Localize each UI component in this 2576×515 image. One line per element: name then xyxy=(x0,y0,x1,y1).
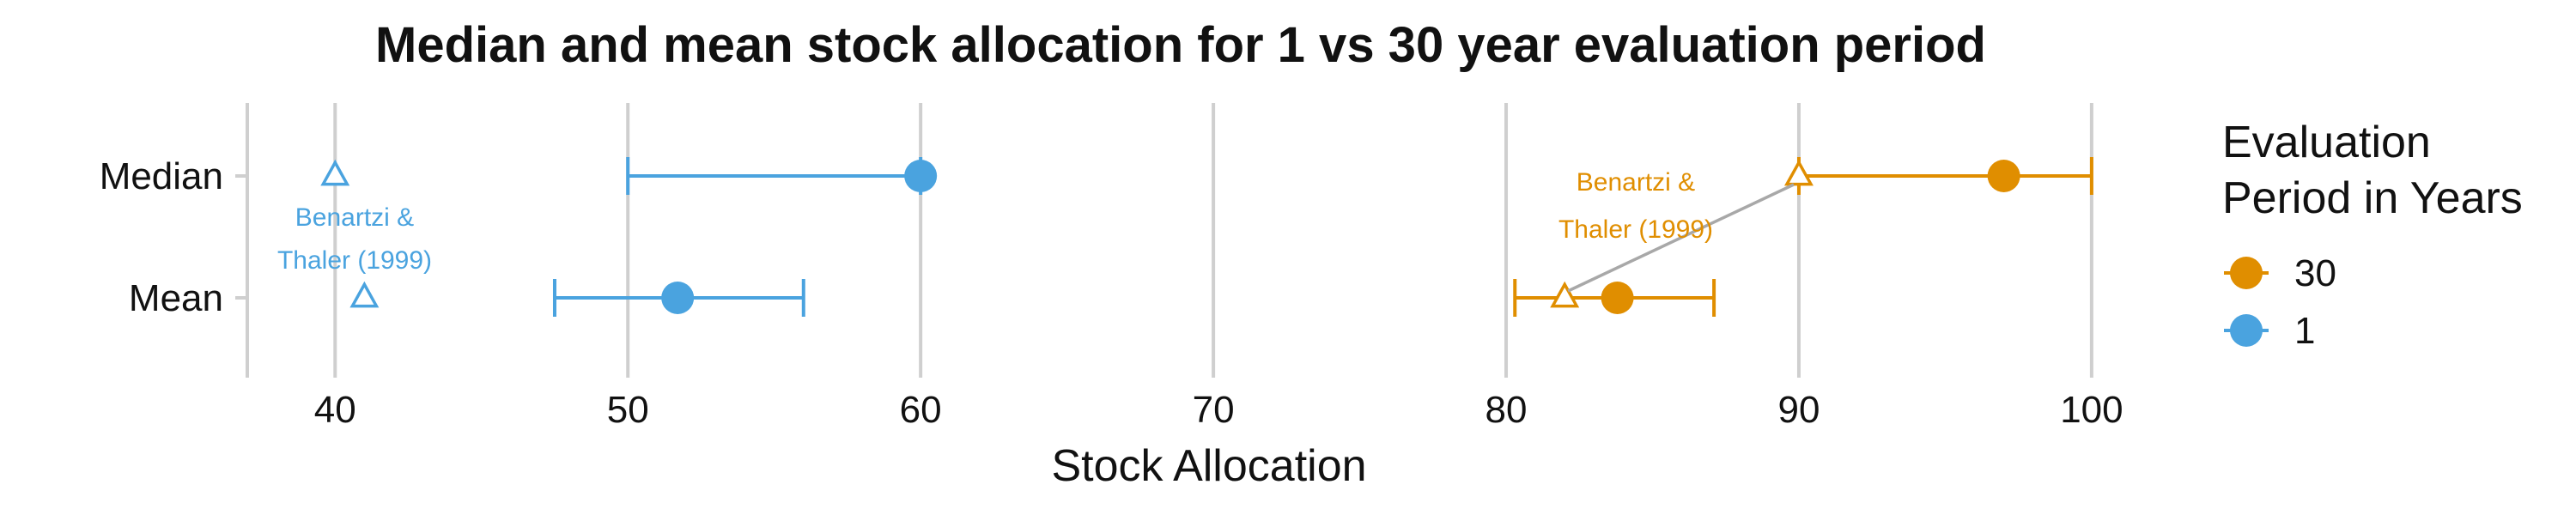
annotation-1-line2: Thaler (1999) xyxy=(277,246,432,275)
legend-title-line2: Period in Years xyxy=(2222,173,2523,223)
series-30-mean-reference-triangle xyxy=(1550,281,1580,308)
series-1-median-reference-triangle xyxy=(320,159,350,186)
series-1-mean-point xyxy=(661,282,695,314)
chart-title: Median and mean stock allocation for 1 v… xyxy=(375,17,1986,73)
series-1-mean-reference-triangle xyxy=(349,281,380,308)
legend: Evaluation Period in Years 301 xyxy=(2222,118,2523,352)
annotation-30-leader-line xyxy=(1567,183,1795,293)
legend-key-dot-1 xyxy=(2230,314,2263,347)
legend-items: 301 xyxy=(2224,252,2336,352)
y-tick-label-mean: Mean xyxy=(129,277,223,319)
legend-title-line1: Evaluation xyxy=(2222,118,2431,167)
x-axis-title: Stock Allocation xyxy=(1051,441,1366,491)
series-1-median-point xyxy=(904,160,938,192)
x-tick-label-60: 60 xyxy=(900,389,942,431)
x-tick-label-90: 90 xyxy=(1777,389,1820,431)
x-tick-label-40: 40 xyxy=(314,389,356,431)
legend-key-dot-30 xyxy=(2230,257,2263,289)
x-tick-label-80: 80 xyxy=(1485,389,1528,431)
annotation-30-line2: Thaler (1999) xyxy=(1558,215,1713,244)
series-30-median-reference-triangle xyxy=(1783,159,1814,186)
grid-layer xyxy=(333,103,2093,378)
x-axis: 40 50 60 70 80 90 100 xyxy=(314,389,2123,431)
annotation-30-line1: Benartzi & xyxy=(1577,168,1695,197)
y-tick-label-median: Median xyxy=(100,155,223,197)
x-tick-label-50: 50 xyxy=(607,389,649,431)
x-tick-label-100: 100 xyxy=(2060,389,2123,431)
x-tick-label-70: 70 xyxy=(1193,389,1235,431)
series-30-median-point xyxy=(1987,160,2020,192)
legend-label-1: 1 xyxy=(2294,310,2315,352)
y-axis: Median Mean xyxy=(100,155,247,319)
annotation-1-line1: Benartzi & xyxy=(295,203,414,232)
series-30-mean-point xyxy=(1601,282,1634,314)
annotations: Benartzi & Thaler (1999) Benartzi & Thaler … xyxy=(277,168,1795,293)
legend-label-30: 30 xyxy=(2294,252,2336,294)
marks-layer xyxy=(320,157,2093,317)
